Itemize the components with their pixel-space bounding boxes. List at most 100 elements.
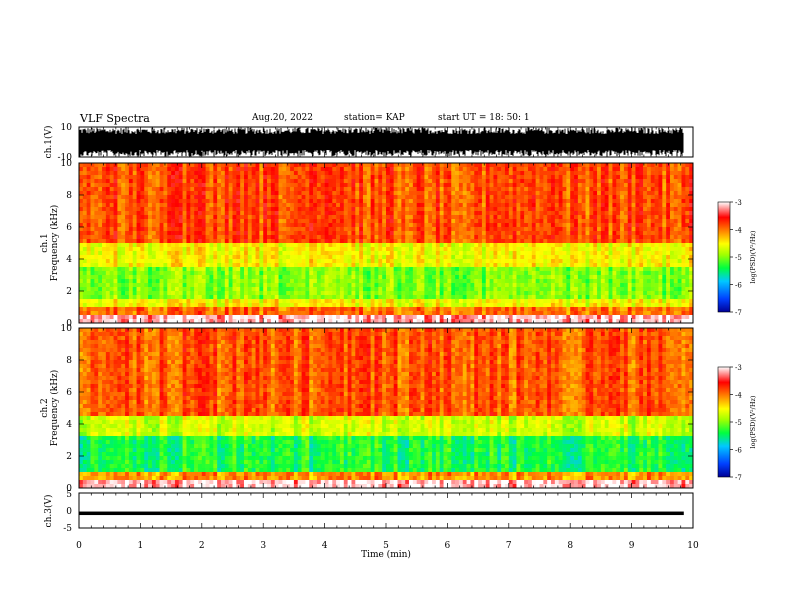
spectrogram-cell xyxy=(378,251,383,256)
spectrogram-cell xyxy=(470,187,475,192)
spectrogram-cell xyxy=(631,195,636,200)
spectrogram-cell xyxy=(228,175,233,180)
spectrogram-cell xyxy=(167,251,172,256)
spectrogram-cell xyxy=(117,187,122,192)
spectrogram-cell xyxy=(351,199,356,204)
spectrogram-cell xyxy=(654,215,659,220)
spectrogram-cell xyxy=(374,251,379,256)
spectrogram-cell xyxy=(470,255,475,260)
spectrogram-cell xyxy=(382,207,387,212)
spectrogram-cell xyxy=(566,263,571,268)
spectrogram-cell xyxy=(305,191,310,196)
spectrogram-cell xyxy=(301,247,306,252)
spectrogram-cell xyxy=(274,279,279,284)
spectrogram-cell xyxy=(339,243,345,248)
spectrogram-cell xyxy=(650,235,655,240)
spectrogram-cell xyxy=(666,179,671,184)
spectrogram-cell xyxy=(539,207,544,212)
spectrogram-cell xyxy=(128,283,134,288)
spectrogram-cell xyxy=(259,255,264,260)
spectrogram-cell xyxy=(213,263,218,268)
spectrogram-cell xyxy=(589,171,594,176)
spectrogram-cell xyxy=(278,195,283,200)
spectrogram-cell xyxy=(332,167,337,172)
spectrogram-cell xyxy=(378,283,383,288)
spectrogram-cell xyxy=(466,239,471,244)
spectrogram-cell xyxy=(362,235,368,240)
spectrogram-cell xyxy=(244,199,249,204)
spectrogram-cell xyxy=(209,211,214,216)
spectrogram-cell xyxy=(608,215,613,220)
spectrogram-cell xyxy=(608,267,613,272)
spectrogram-cell xyxy=(451,235,456,240)
spectrogram-cell xyxy=(405,243,410,248)
spectrogram-cell xyxy=(213,235,218,240)
spectrogram-cell xyxy=(362,167,368,172)
spectrogram-cell xyxy=(466,199,471,204)
spectrogram-cell xyxy=(339,231,345,236)
spectrogram-cell xyxy=(386,243,391,248)
spectrogram-cell xyxy=(389,203,394,208)
spectrogram-cell xyxy=(102,203,107,208)
spectrogram-cell xyxy=(409,179,414,184)
spectrogram-cell xyxy=(278,187,283,192)
spectrogram-cell xyxy=(370,219,375,224)
spectrogram-cell xyxy=(631,235,636,240)
spectrogram-cell xyxy=(474,199,479,204)
spectrogram-cell xyxy=(481,183,487,188)
spectrogram-cell xyxy=(247,215,252,220)
spectrogram-cell xyxy=(370,227,375,232)
spectrogram-cell xyxy=(347,275,352,280)
spectrogram-cell xyxy=(554,239,559,244)
spectrogram-cell xyxy=(501,279,506,284)
spectrogram-cell xyxy=(313,195,318,200)
spectrogram-cell xyxy=(608,203,613,208)
spectrogram-cell xyxy=(305,267,310,272)
spectrogram-cell xyxy=(205,239,210,244)
spectrogram-cell xyxy=(424,199,429,204)
spectrogram-cell xyxy=(512,203,517,208)
spectrogram-cell xyxy=(343,235,348,240)
spectrogram-cell xyxy=(527,267,533,272)
spectrogram-cell xyxy=(428,275,433,280)
spectrogram-cell xyxy=(213,247,218,252)
spectrogram-cell xyxy=(604,167,609,172)
spectrogram-cell xyxy=(324,207,329,212)
spectrogram-cell xyxy=(389,163,394,168)
spectrogram-cell xyxy=(539,167,544,172)
spectrogram-cell xyxy=(577,167,583,172)
spectrogram-cell xyxy=(178,231,183,236)
spectrogram-cell xyxy=(466,187,471,192)
spectrogram-cell xyxy=(662,207,667,212)
spectrogram-cell xyxy=(397,231,402,236)
spectrogram-cell xyxy=(501,259,506,264)
spectrogram-cell xyxy=(167,167,172,172)
spectrogram-cell xyxy=(313,259,318,264)
spectrogram-cell xyxy=(343,203,348,208)
spectrogram-cell xyxy=(481,247,487,252)
spectrogram-cell xyxy=(562,251,567,256)
spectrogram-cell xyxy=(90,263,95,268)
spectrogram-cell xyxy=(643,167,648,172)
spectrogram-cell xyxy=(82,179,87,184)
spectrogram-cell xyxy=(255,235,260,240)
spectrogram-cell xyxy=(332,191,337,196)
spectrogram-cell xyxy=(420,195,425,200)
spectrogram-cell xyxy=(290,207,295,212)
spectrogram-cell xyxy=(336,163,341,168)
spectrogram-cell xyxy=(646,163,652,168)
spectrogram-cell xyxy=(581,231,586,236)
spectrogram-cell xyxy=(623,215,629,220)
spectrogram-cell xyxy=(316,279,322,284)
spectrogram-cell xyxy=(224,187,229,192)
spectrogram-cell xyxy=(213,183,218,188)
spectrogram-cell xyxy=(462,219,467,224)
spectrogram-cell xyxy=(681,239,686,244)
spectrogram-cell xyxy=(274,187,279,192)
spectrogram-cell xyxy=(140,227,145,232)
spectrogram-cell xyxy=(366,271,371,276)
spectrogram-cell xyxy=(504,171,510,176)
spectrogram-cell xyxy=(524,231,529,236)
spectrogram-cell xyxy=(382,203,387,208)
spectrogram-cell xyxy=(140,207,145,212)
